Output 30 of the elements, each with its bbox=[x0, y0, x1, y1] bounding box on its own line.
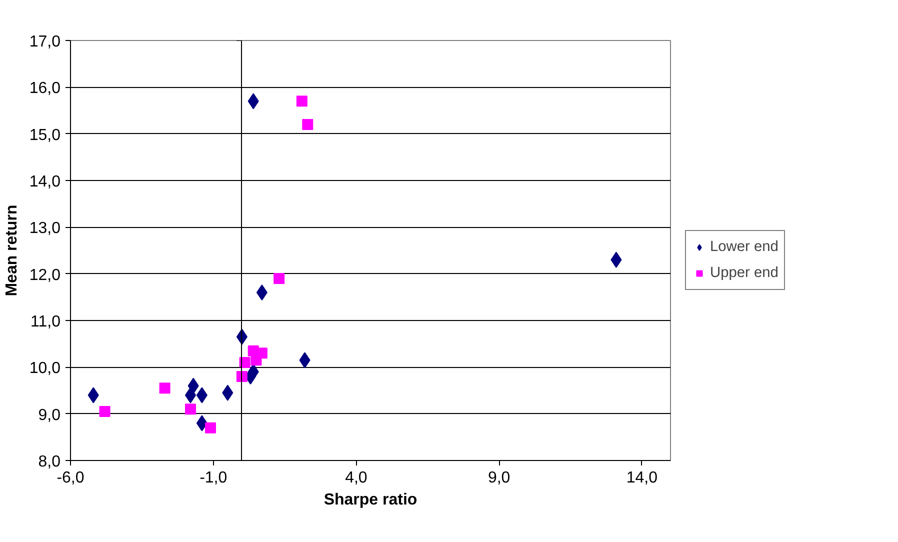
point bbox=[250, 354, 262, 366]
y-axis-title: Mean return bbox=[3, 204, 20, 296]
y-tick-label: 8,0 bbox=[38, 454, 61, 470]
x-tick-label: -6,0 bbox=[56, 470, 84, 486]
x-tick-label: 14,0 bbox=[626, 470, 658, 486]
point bbox=[185, 404, 196, 415]
y-tick-label: 9,0 bbox=[38, 406, 61, 424]
x-tick-label: 9,0 bbox=[488, 470, 510, 486]
legend-label: Lower end bbox=[710, 238, 778, 254]
y-tick-label: 15,0 bbox=[29, 126, 61, 144]
point bbox=[296, 96, 308, 107]
point bbox=[274, 273, 285, 284]
y-tick-label: 16,0 bbox=[29, 80, 61, 98]
point bbox=[239, 357, 250, 368]
y-tick-label: 12,0 bbox=[29, 266, 61, 284]
y-tick-label: 17,0 bbox=[29, 34, 61, 50]
point bbox=[256, 284, 268, 300]
y-tick-label: 14,0 bbox=[29, 174, 61, 190]
point bbox=[99, 406, 110, 417]
point bbox=[302, 119, 314, 130]
y-tick-label: 13,0 bbox=[29, 220, 61, 238]
y-tick-label: 10,0 bbox=[29, 360, 61, 378]
x-tick-label: 4,0 bbox=[345, 470, 368, 486]
x-tick-label: -1,0 bbox=[200, 470, 228, 486]
y-tick-label: 11,0 bbox=[30, 314, 61, 330]
point bbox=[205, 422, 216, 434]
legend-label: Upper end bbox=[710, 264, 778, 280]
x-axis-title: Sharpe ratio bbox=[324, 492, 418, 508]
point bbox=[159, 382, 170, 394]
point bbox=[236, 371, 248, 382]
